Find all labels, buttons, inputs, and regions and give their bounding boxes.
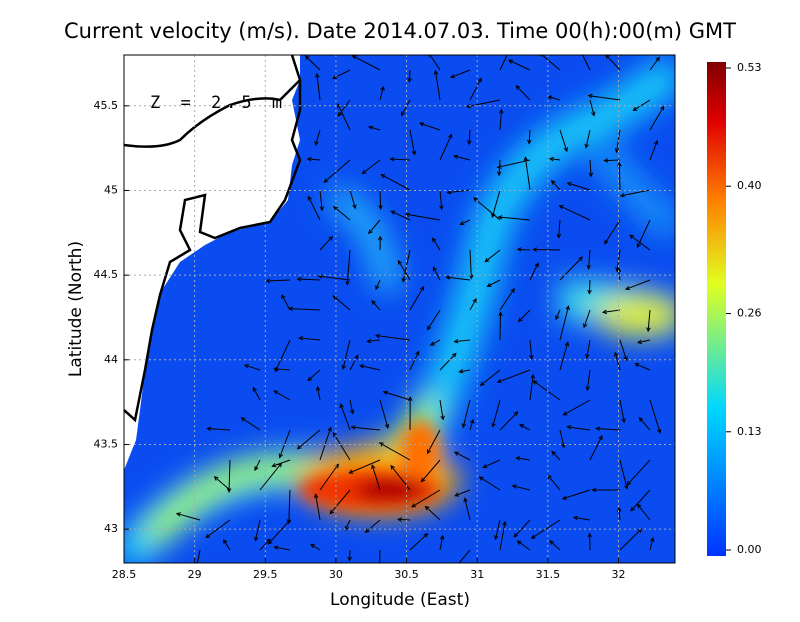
x-tick-label: 31.5 (536, 568, 561, 581)
y-tick-label: 45 (104, 183, 118, 196)
arrow (589, 280, 590, 294)
y-tick-label: 44 (104, 353, 118, 366)
x-tick-label: 31 (470, 568, 484, 581)
colorbar-tick-label: 0.40 (737, 179, 762, 192)
x-tick-label: 29.5 (253, 568, 278, 581)
y-axis-label: Latitude (North) (66, 241, 86, 377)
velocity-field (124, 40, 685, 582)
colorbar (707, 62, 726, 556)
arrow (604, 160, 620, 161)
colorbar-tick-label: 0.00 (737, 543, 762, 556)
y-tick-label: 43 (104, 522, 118, 535)
x-tick-label: 30.5 (394, 568, 419, 581)
colorbar-tick-label: 0.26 (737, 307, 762, 320)
arrow-head (377, 578, 381, 582)
x-tick-label: 32 (611, 568, 625, 581)
x-axis-label: Longitude (East) (330, 590, 470, 610)
colorbar-tick-label: 0.13 (737, 425, 762, 438)
x-tick-label: 30 (329, 568, 343, 581)
arrow (380, 190, 381, 209)
x-tick-label: 29 (188, 568, 202, 581)
arrow (500, 312, 501, 340)
colorbar-tick-label: 0.53 (737, 61, 762, 74)
arrow (619, 163, 620, 190)
y-tick-label: 44.5 (94, 268, 119, 281)
y-tick-label: 43.5 (94, 437, 119, 450)
chart-title: Current velocity (m/s). Date 2014.07.03.… (64, 19, 736, 43)
x-tick-label: 28.5 (112, 568, 137, 581)
arrow-head (578, 45, 581, 49)
annotation: Z = 2.5 m (150, 93, 287, 113)
arrow-head (454, 566, 458, 570)
y-tick-label: 45.5 (94, 99, 119, 112)
